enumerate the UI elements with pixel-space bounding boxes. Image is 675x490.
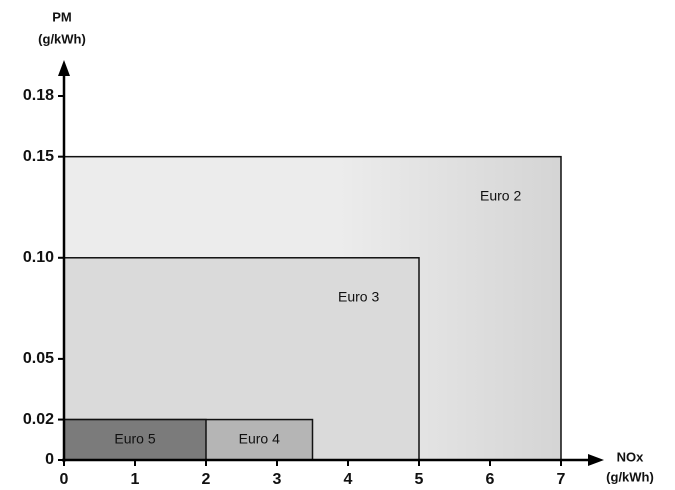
x-tick-label: 1 bbox=[131, 471, 140, 488]
x-tick-label: 3 bbox=[273, 471, 282, 488]
series-label: Euro 3 bbox=[338, 288, 379, 304]
y-axis-arrow bbox=[58, 60, 70, 76]
y-tick-label: 0.10 bbox=[23, 249, 54, 266]
x-tick-label: 2 bbox=[202, 471, 211, 488]
x-tick-label: 6 bbox=[486, 471, 495, 488]
series-label: Euro 5 bbox=[114, 430, 155, 446]
series-label: Euro 2 bbox=[480, 187, 521, 203]
y-tick-label: 0.18 bbox=[23, 87, 54, 104]
y-tick-label: 0.05 bbox=[23, 350, 54, 367]
y-tick-label: 0.02 bbox=[23, 411, 54, 428]
series-label: Euro 4 bbox=[239, 430, 280, 446]
x-axis-arrow bbox=[588, 454, 604, 466]
x-tick-label: 5 bbox=[415, 471, 424, 488]
x-axis-label: NOx bbox=[617, 449, 645, 464]
x-tick-label: 7 bbox=[557, 471, 566, 488]
x-tick-label: 4 bbox=[344, 471, 353, 488]
x-axis-label: (g/kWh) bbox=[606, 469, 654, 484]
plot-area: Euro 2 Euro 3 Euro 4 Euro 5 bbox=[63, 155, 562, 461]
y-tick-label: 0 bbox=[45, 451, 54, 468]
y-tick-label: 0.15 bbox=[23, 148, 54, 165]
x-tick-label: 0 bbox=[60, 471, 69, 488]
y-axis-label: (g/kWh) bbox=[38, 31, 86, 46]
y-axis-label: PM bbox=[52, 9, 72, 24]
